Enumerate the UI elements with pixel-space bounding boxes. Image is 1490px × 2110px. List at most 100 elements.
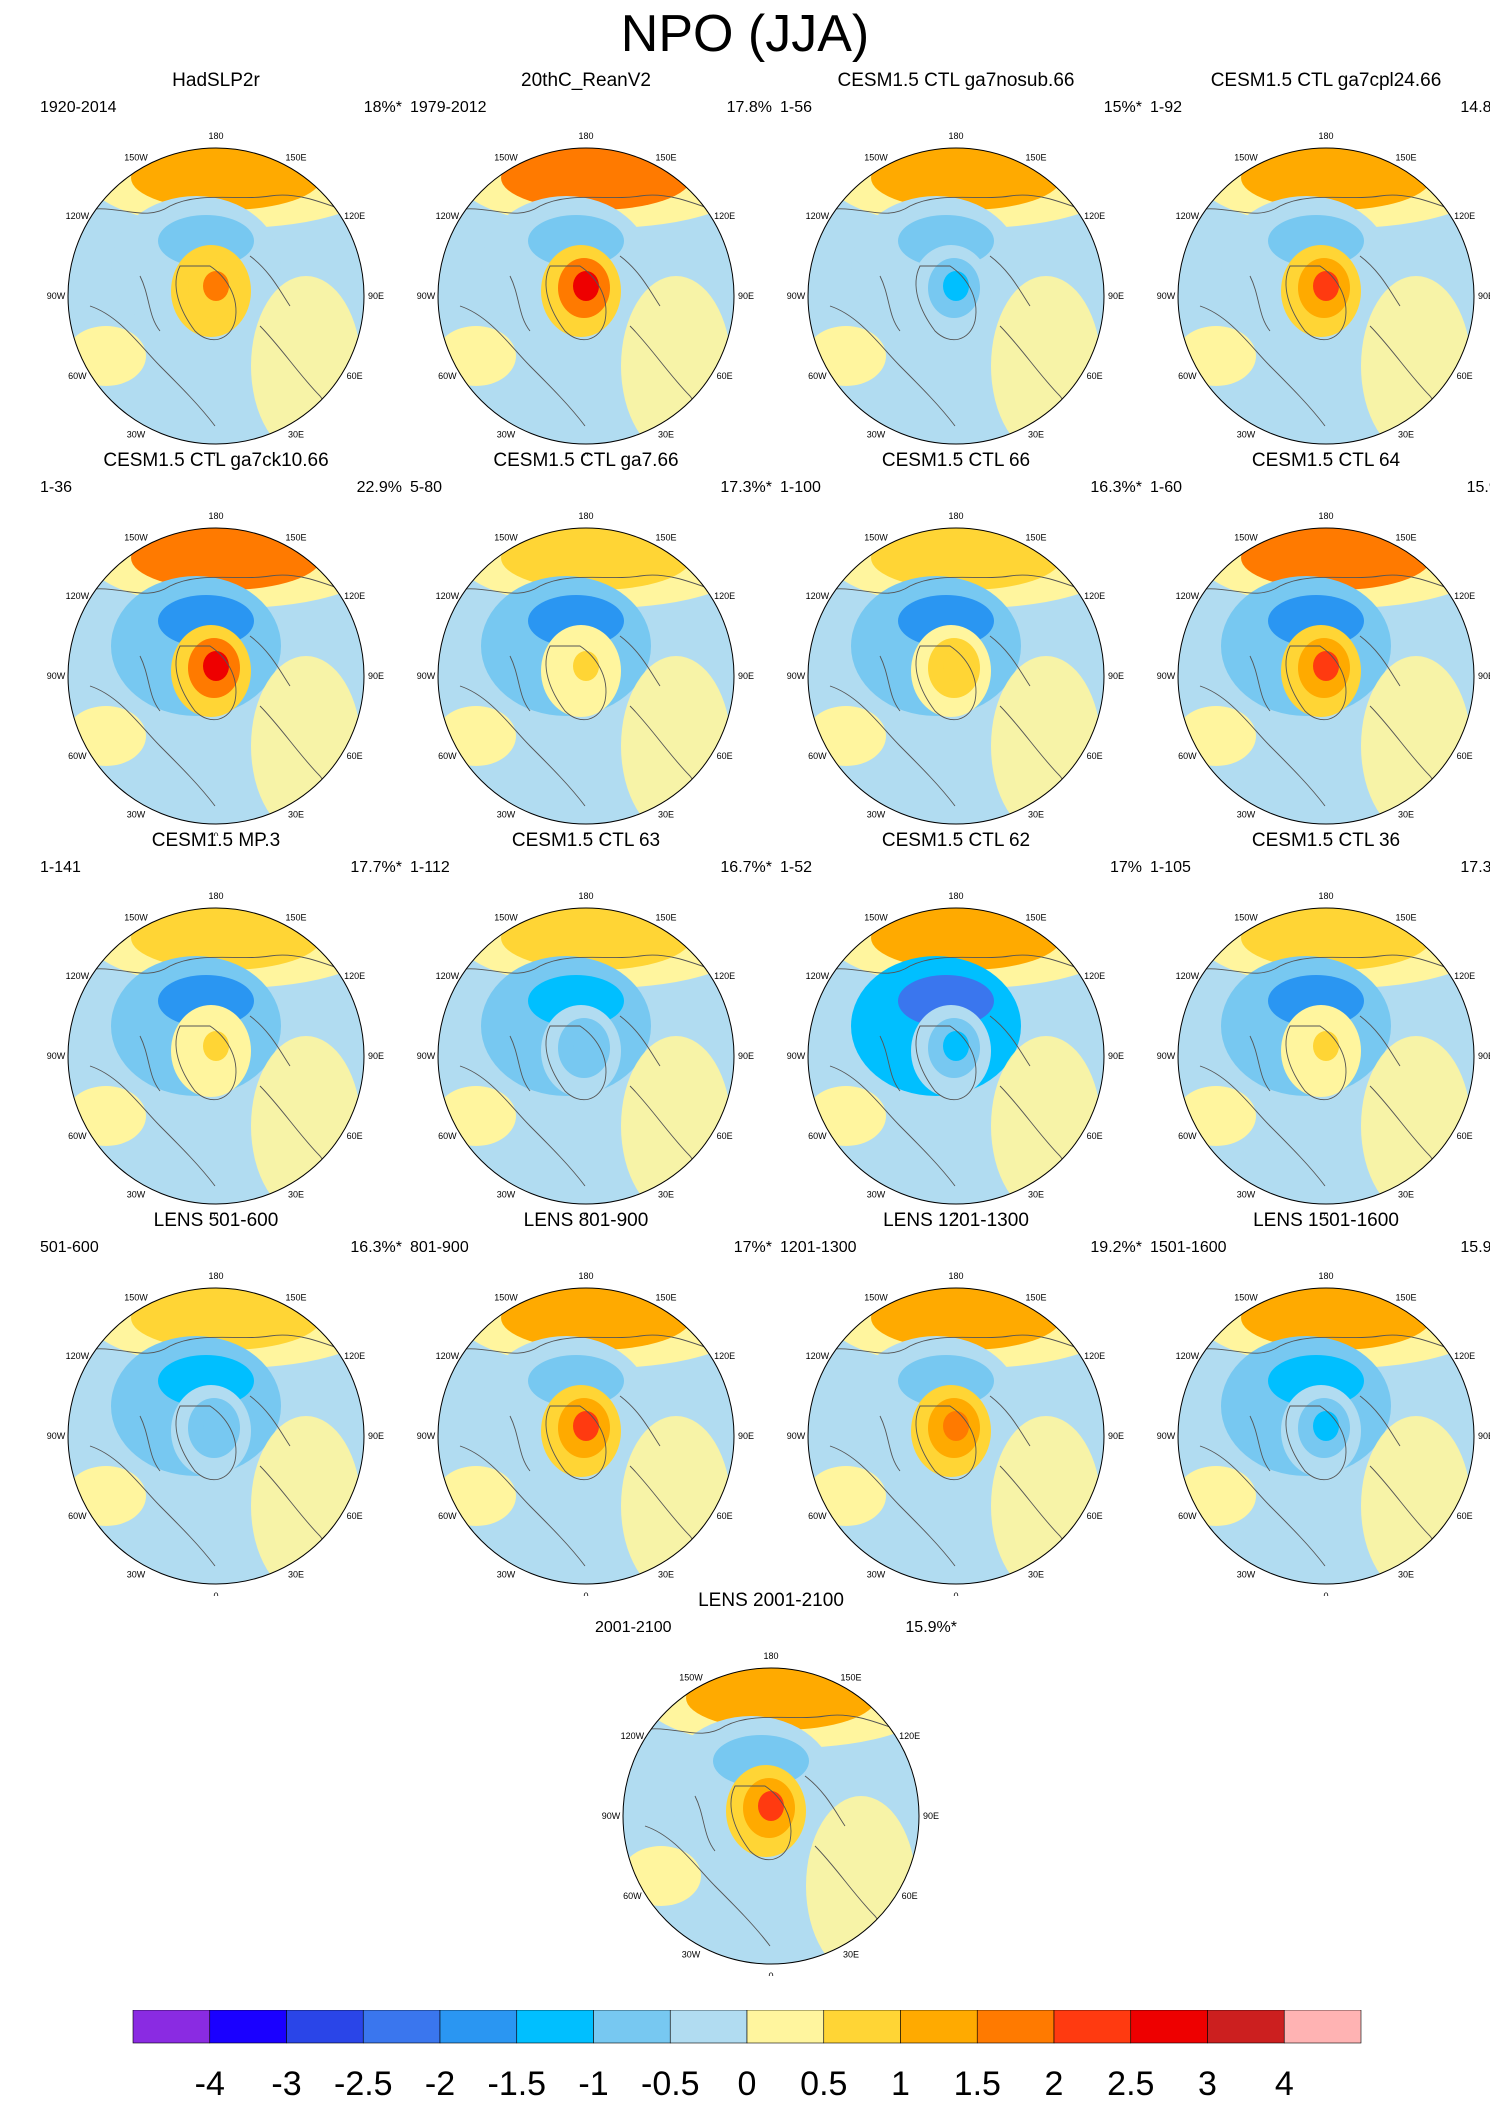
- colorbar-swatch: [209, 2010, 287, 2044]
- panel-variance: 19.2%*: [1090, 1239, 1142, 1256]
- field-centre-core: [1313, 1031, 1339, 1061]
- longitude-label: 120W: [1176, 211, 1200, 221]
- longitude-label: 30E: [658, 1570, 674, 1580]
- colorbar-label: -4: [195, 2065, 225, 2103]
- longitude-label: 180: [578, 511, 593, 521]
- colorbar-label: 3: [1198, 2065, 1217, 2103]
- longitude-label: 90W: [787, 1431, 806, 1441]
- colorbar-swatch: [516, 2010, 594, 2044]
- longitude-label: 30E: [288, 810, 304, 820]
- longitude-label: 150W: [124, 1292, 148, 1302]
- polar-map: 180 150E 120E 90E 60E 30E 0 30W 60W 90W 120W 150W: [787, 891, 1124, 1216]
- longitude-label: 90E: [1478, 1431, 1490, 1441]
- panel-period: 801-900: [410, 1239, 469, 1256]
- longitude-label: 60E: [347, 371, 363, 381]
- longitude-label: 150E: [655, 152, 676, 162]
- longitude-label: 150E: [1395, 912, 1416, 922]
- longitude-label: 90W: [787, 1051, 806, 1061]
- longitude-label: 0: [953, 1591, 958, 1596]
- longitude-label: 150W: [864, 152, 888, 162]
- colorbar-label: 4: [1275, 2065, 1294, 2103]
- map-panel: CESM1.5 MP.3 1-141 17.7%* 180 150E 120E 90E 60E…: [30, 830, 402, 1216]
- map-panel: CESM1.5 CTL 66 1-100 16.3%* 180 150E 120E 90E 6…: [770, 450, 1142, 836]
- longitude-label: 30E: [288, 430, 304, 440]
- longitude-label: 150E: [285, 912, 306, 922]
- field-atlantic-patch: [991, 276, 1101, 444]
- longitude-label: 90W: [47, 1431, 66, 1441]
- field-centre-core: [203, 651, 229, 681]
- longitude-label: 120E: [714, 591, 735, 601]
- field-atlantic-patch: [991, 656, 1101, 824]
- longitude-label: 150E: [285, 532, 306, 542]
- map-border: [1177, 1287, 1475, 1585]
- field-positive-core: [686, 1668, 876, 1730]
- longitude-label: 150E: [1025, 1292, 1046, 1302]
- longitude-label: 60W: [808, 1511, 827, 1521]
- colorbar-swatch: [900, 2010, 978, 2044]
- map-panel: 20thC_ReanV2 1979-2012 17.8% 180 150E 120E 90E…: [400, 70, 772, 456]
- colorbar-swatch: [439, 2010, 518, 2044]
- coastlines: [439, 1334, 731, 1567]
- panel-title: LENS 801-900: [523, 1210, 649, 1231]
- longitude-label: 90E: [1108, 1431, 1124, 1441]
- polar-map: 180 150E 120E 90E 60E 30E 0 30W 60W 90W 120W 150W: [787, 131, 1124, 456]
- panel-variance: 17%: [1109, 859, 1142, 876]
- longitude-label: 0: [583, 1591, 588, 1596]
- longitude-label: 60E: [1087, 1511, 1103, 1521]
- colorbar-label: 2.5: [1107, 2065, 1154, 2103]
- longitude-label: 90E: [738, 1431, 754, 1441]
- longitude-label: 90W: [47, 671, 66, 681]
- panel-title: LENS 1501-1600: [1253, 1210, 1399, 1231]
- longitude-label: 30W: [867, 810, 886, 820]
- panel-period: 1920-2014: [40, 99, 117, 116]
- longitude-label: 180: [578, 131, 593, 141]
- colorbar-swatch: [1130, 2010, 1208, 2044]
- longitude-label: 150W: [864, 912, 888, 922]
- longitude-label: 180: [578, 891, 593, 901]
- longitude-label: 0: [768, 1971, 773, 1976]
- longitude-label: 0: [583, 451, 588, 456]
- longitude-label: 60W: [68, 1511, 87, 1521]
- field-centre-core: [943, 271, 969, 301]
- field-centre-core: [203, 271, 229, 301]
- field-centre-core: [943, 651, 969, 681]
- colorbar-swatch: [132, 2010, 211, 2044]
- longitude-label: 60W: [68, 371, 87, 381]
- panel-period: 1-36: [40, 479, 73, 496]
- colorbar-label: 2: [1045, 2065, 1064, 2103]
- longitude-label: 30E: [1398, 1570, 1414, 1580]
- longitude-label: 60W: [438, 1511, 457, 1521]
- longitude-label: 60E: [347, 751, 363, 761]
- longitude-label: 30W: [497, 810, 516, 820]
- longitude-label: 150W: [124, 532, 148, 542]
- panel-variance: 17.8%: [726, 99, 772, 116]
- colorbar-label: -1.5: [488, 2065, 547, 2103]
- longitude-label: 120W: [66, 591, 90, 601]
- longitude-label: 30E: [658, 1190, 674, 1200]
- field-centre-core: [1313, 651, 1339, 681]
- longitude-label: 30W: [1237, 1570, 1256, 1580]
- colorbar: -4 -3 -2.5 -2 -1.5 -1 -0.5 0 0.5 1 1.5 2 2.5 3 4: [132, 2010, 1362, 2103]
- longitude-label: 180: [948, 511, 963, 521]
- panel-period: 1-52: [780, 859, 813, 876]
- longitude-label: 30W: [867, 1570, 886, 1580]
- longitude-label: 30E: [1398, 1190, 1414, 1200]
- longitude-label: 150W: [124, 912, 148, 922]
- field-centre-core: [203, 1411, 229, 1441]
- colorbar-swatch: [976, 2010, 1055, 2044]
- field-atlantic-patch: [991, 1416, 1101, 1584]
- colorbar-label: 1: [891, 2065, 910, 2103]
- polar-map: 180 150E 120E 90E 60E 30E 0 30W 60W 90W 120W 150W: [47, 511, 384, 836]
- colorbar-label: 0: [738, 2065, 757, 2103]
- panel-period: 1501-1600: [1150, 1239, 1227, 1256]
- field-atlantic-patch: [621, 276, 731, 444]
- colorbar-swatch: [669, 2010, 748, 2044]
- longitude-label: 120W: [66, 211, 90, 221]
- panel-title: 20thC_ReanV2: [521, 70, 651, 91]
- field-positive-core: [871, 1288, 1061, 1350]
- panel-title: CESM1.5 CTL 64: [1251, 450, 1401, 471]
- longitude-label: 120W: [1176, 971, 1200, 981]
- longitude-label: 90W: [1157, 291, 1176, 301]
- longitude-label: 60E: [1087, 371, 1103, 381]
- longitude-label: 60W: [808, 751, 827, 761]
